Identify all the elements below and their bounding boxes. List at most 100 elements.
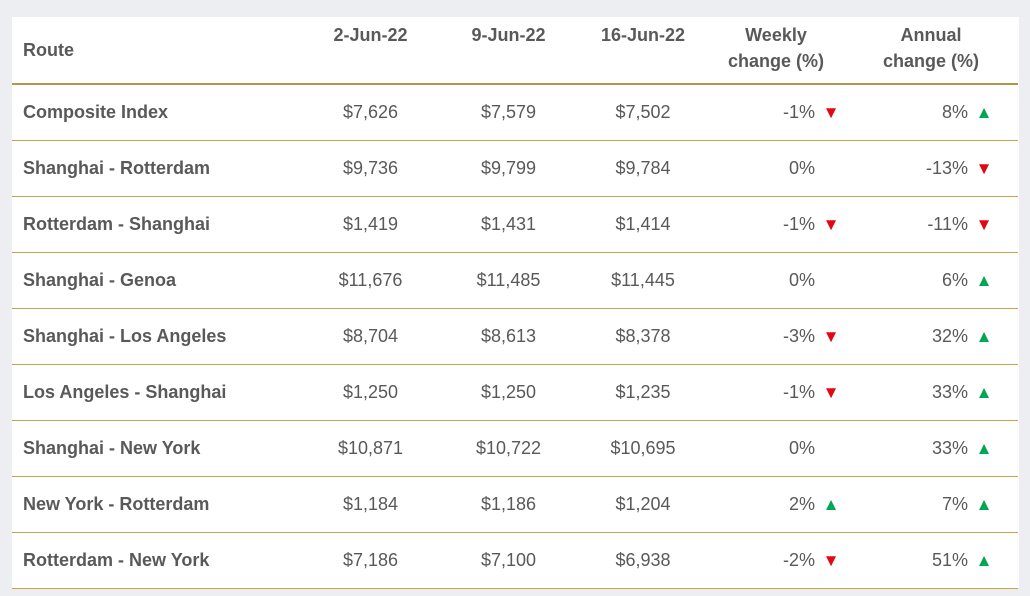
annual-change-value: 7% <box>941 494 968 514</box>
weekly-change-value: -1% <box>782 382 815 402</box>
annual-change: 33% ▲ <box>844 420 1018 477</box>
rate-date-3: $11,445 <box>578 252 708 309</box>
header-weekly-change: Weekly change (%) <box>708 17 844 85</box>
annual-change-value: -11% <box>927 214 968 234</box>
header-annual-change: Annual change (%) <box>844 17 1018 85</box>
rate-date-1: $9,736 <box>302 140 439 197</box>
annual-change: 32% ▲ <box>844 308 1018 365</box>
down-triangle-icon: ▼ <box>822 551 840 570</box>
annual-change: 6% ▲ <box>844 252 1018 309</box>
up-triangle-icon: ▲ <box>975 439 993 458</box>
header-annual-line2: change (%) <box>882 51 979 71</box>
header-weekly-line2: change (%) <box>727 51 824 71</box>
table-row: Rotterdam - New York $7,186 $7,100 $6,938 -2… <box>12 532 1018 589</box>
annual-change-value: -13% <box>925 158 968 178</box>
route-name: Composite Index <box>12 84 302 141</box>
annual-change-value: 33% <box>931 438 968 458</box>
table-body: Composite Index $7,626 $7,579 $7,502 -1% ▼ 8% ▲… <box>12 84 1018 589</box>
header-date-2: 9-Jun-22 <box>439 17 578 85</box>
annual-change-value: 33% <box>931 382 968 402</box>
rate-date-2: $8,613 <box>439 308 578 365</box>
annual-change-value: 8% <box>941 102 968 122</box>
down-triangle-icon: ▼ <box>822 103 840 122</box>
up-triangle-icon: ▲ <box>975 551 993 570</box>
annual-change: -11% ▼ <box>844 196 1018 253</box>
weekly-change-value: -3% <box>782 326 815 346</box>
rate-date-1: $7,186 <box>302 532 439 589</box>
header-date-1: 2-Jun-22 <box>302 17 439 85</box>
no-change-placeholder: ▼ <box>820 160 842 177</box>
no-change-placeholder: ▼ <box>820 272 842 289</box>
up-triangle-icon: ▲ <box>975 495 993 514</box>
up-triangle-icon: ▲ <box>975 271 993 290</box>
header-row: Route 2-Jun-22 9-Jun-22 16-Jun-22 Weekly… <box>12 17 1018 85</box>
route-name: Rotterdam - New York <box>12 532 302 589</box>
table-row: Shanghai - New York $10,871 $10,722 $10,695… <box>12 420 1018 477</box>
weekly-change-value: -2% <box>782 550 815 570</box>
table-row: Shanghai - Los Angeles $8,704 $8,613 $8,378… <box>12 308 1018 365</box>
annual-change: -13% ▼ <box>844 140 1018 197</box>
weekly-change: 0% ▼ <box>708 420 844 477</box>
rate-date-2: $1,431 <box>439 196 578 253</box>
freight-rates-table: Route 2-Jun-22 9-Jun-22 16-Jun-22 Weekly… <box>12 17 1018 589</box>
annual-change-value: 6% <box>941 270 968 290</box>
table-row: Los Angeles - Shanghai $1,250 $1,250 $1,235… <box>12 364 1018 421</box>
rate-date-2: $7,579 <box>439 84 578 141</box>
rate-date-3: $1,414 <box>578 196 708 253</box>
rate-date-1: $1,250 <box>302 364 439 421</box>
route-name: Shanghai - New York <box>12 420 302 477</box>
no-change-placeholder: ▼ <box>820 440 842 457</box>
route-name: Rotterdam - Shanghai <box>12 196 302 253</box>
table-row: Rotterdam - Shanghai $1,419 $1,431 $1,414 -1… <box>12 196 1018 253</box>
up-triangle-icon: ▲ <box>822 495 840 514</box>
weekly-change-value: 0% <box>788 438 815 458</box>
rate-date-3: $1,235 <box>578 364 708 421</box>
header-date-3: 16-Jun-22 <box>578 17 708 85</box>
rate-date-3: $7,502 <box>578 84 708 141</box>
annual-change: 8% ▲ <box>844 84 1018 141</box>
weekly-change: -1% ▼ <box>708 196 844 253</box>
rate-date-1: $1,184 <box>302 476 439 533</box>
route-name: Shanghai - Genoa <box>12 252 302 309</box>
annual-change-value: 32% <box>931 326 968 346</box>
rate-date-3: $10,695 <box>578 420 708 477</box>
route-name: New York - Rotterdam <box>12 476 302 533</box>
table-row: New York - Rotterdam $1,184 $1,186 $1,204 2%… <box>12 476 1018 533</box>
up-triangle-icon: ▲ <box>975 383 993 402</box>
table-row: Shanghai - Genoa$11,676$11,485$11,445 0% ▼… <box>12 252 1018 309</box>
weekly-change: -1% ▼ <box>708 364 844 421</box>
rate-date-2: $9,799 <box>439 140 578 197</box>
weekly-change-value: -1% <box>782 214 815 234</box>
rates-panel: Route 2-Jun-22 9-Jun-22 16-Jun-22 Weekly… <box>12 17 1019 589</box>
down-triangle-icon: ▼ <box>822 215 840 234</box>
rate-date-1: $1,419 <box>302 196 439 253</box>
down-triangle-icon: ▼ <box>975 159 993 178</box>
table-row: Shanghai - Rotterdam $9,736 $9,799 $9,784 0%… <box>12 140 1018 197</box>
header-annual-line1: Annual <box>900 25 962 45</box>
weekly-change-value: 2% <box>788 494 815 514</box>
route-name: Los Angeles - Shanghai <box>12 364 302 421</box>
weekly-change: -3% ▼ <box>708 308 844 365</box>
weekly-change-value: 0% <box>788 270 815 290</box>
rate-date-2: $1,250 <box>439 364 578 421</box>
rate-date-1: $10,871 <box>302 420 439 477</box>
weekly-change: 2% ▲ <box>708 476 844 533</box>
header-route: Route <box>12 17 302 85</box>
annual-change-value: 51% <box>931 550 968 570</box>
rate-date-2: $10,722 <box>439 420 578 477</box>
table-row: Composite Index $7,626 $7,579 $7,502 -1% ▼ 8% ▲ <box>12 84 1018 141</box>
rate-date-2: $1,186 <box>439 476 578 533</box>
down-triangle-icon: ▼ <box>822 327 840 346</box>
route-name: Shanghai - Rotterdam <box>12 140 302 197</box>
rate-date-3: $6,938 <box>578 532 708 589</box>
down-triangle-icon: ▼ <box>975 215 993 234</box>
rate-date-3: $8,378 <box>578 308 708 365</box>
rate-date-1: $7,626 <box>302 84 439 141</box>
annual-change: 33% ▲ <box>844 364 1018 421</box>
up-triangle-icon: ▲ <box>975 327 993 346</box>
rate-date-3: $9,784 <box>578 140 708 197</box>
weekly-change: -1% ▼ <box>708 84 844 141</box>
up-triangle-icon: ▲ <box>975 103 993 122</box>
annual-change: 7% ▲ <box>844 476 1018 533</box>
annual-change: 51% ▲ <box>844 532 1018 589</box>
